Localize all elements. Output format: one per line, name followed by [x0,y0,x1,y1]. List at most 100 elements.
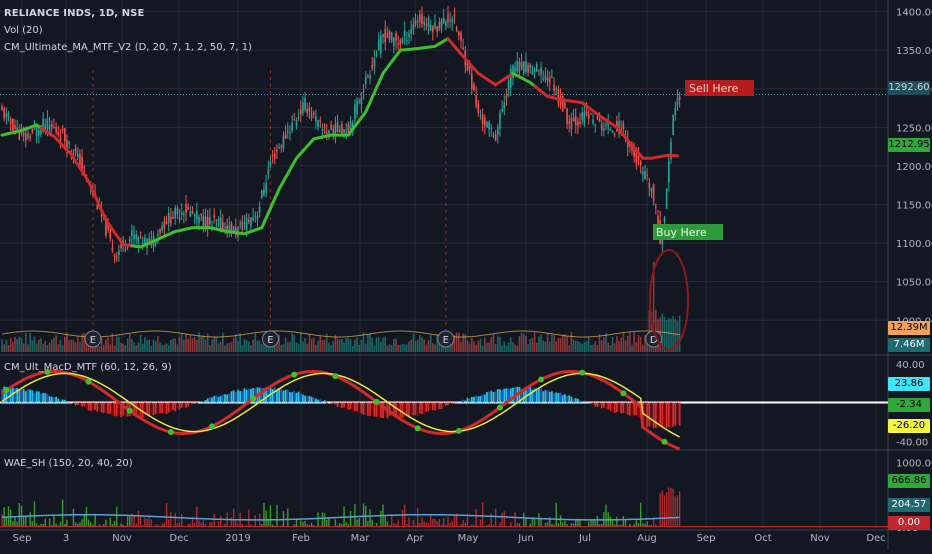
macd-histogram-bar [200,402,202,403]
volume-bar [434,345,436,352]
volume-bar [638,335,640,352]
wae-bar [146,519,147,527]
volume-bar [410,340,412,352]
wae-bar [616,517,617,527]
candle-body [547,78,549,81]
macd-histogram-bar [161,403,163,414]
volume-bar [384,336,386,352]
macd-histogram-bar [220,396,222,403]
volume-bar [293,335,295,352]
y-tick-label: 1100.00 [896,239,932,250]
wae-bar [670,488,671,527]
candle-body [378,39,380,49]
macd-histogram-bar [402,403,404,418]
candle-body [400,40,402,45]
candle-body [218,219,220,220]
wae-bar [86,507,87,527]
wae-bar [677,495,678,527]
candle-body [571,118,573,129]
wae-bar [144,517,145,527]
candle-body [402,38,404,42]
macd-histogram-bar [438,403,440,410]
volume-ma-tag: 7.46M [888,338,930,352]
volume-bar [378,337,380,352]
candle-body [118,251,120,255]
macd-histogram-bar [408,403,410,417]
macd-histogram-bar [27,389,29,402]
x-tick-label: Sep [697,533,716,544]
macd-histogram-bar [244,388,246,402]
macd-histogram-bar [352,403,354,412]
macd-histogram-bar [38,392,40,403]
volume-bar [599,334,601,352]
volume-bar [99,346,101,352]
candle-body [462,47,464,49]
volume-bar [354,340,356,352]
volume-bar [45,341,47,352]
macd-histogram-bar [449,403,451,405]
wae-bar [454,514,455,527]
macd-histogram-bar [577,399,579,403]
volume-bar [166,343,168,352]
macd-histogram-bar [573,399,575,403]
macd-histogram-bar [371,403,373,416]
wae-bar [514,512,515,527]
volume-bar [631,345,633,352]
volume-bar [315,345,317,352]
volume-bar [629,332,631,352]
candle-body [389,31,391,40]
candle-body [166,222,168,225]
macd-histogram-bar [155,403,157,414]
candle-body [653,184,655,201]
candle-body [454,14,456,16]
volume-bar [23,344,25,352]
macd-histogram-bar [181,403,183,408]
volume-bar [387,346,389,352]
wae-bar [664,495,665,527]
volume-bar [571,332,573,352]
candle-body [315,116,317,121]
volume-bar [449,346,451,352]
macd-histogram-bar [551,391,553,402]
macd-histogram-bar [103,403,105,414]
macd-histogram-bar [670,403,672,427]
x-tick-label: Sep [13,533,32,544]
candle-body [29,136,31,139]
macd-histogram-bar [592,403,594,406]
volume-bar [475,345,477,352]
volume-bar [62,345,64,352]
candle-body [25,134,27,141]
volume-bar [339,340,341,352]
candle-body [553,84,555,90]
volume-bar [397,345,399,352]
macd-histogram-bar [601,403,603,409]
macd-histogram-bar [605,403,607,410]
macd-histogram-bar [77,403,79,406]
macd-histogram-bar [469,399,471,403]
volume-bar [291,333,293,352]
wae-explosion-tag: 204.57 [888,498,930,512]
macd-cross-dot [86,379,92,385]
candle-body [417,21,419,22]
wae-bar [53,516,54,527]
macd-histogram-bar [666,403,668,428]
wae-bar [34,502,35,527]
candle-body [499,113,501,129]
candle-body [488,122,490,129]
candle-body [135,234,137,238]
wae-bar [133,517,134,527]
volume-bar [239,333,241,352]
candle-body [536,64,538,71]
volume-bar [285,338,287,352]
candle-body [413,25,415,30]
macd-histogram-bar [646,403,648,428]
volume-bar [129,334,131,352]
x-tick-label: Aug [637,533,657,544]
macd-histogram-bar [241,391,243,403]
volume-bar [300,333,302,352]
candle-body [250,218,252,227]
volume-bar [181,333,183,352]
macd-histogram-bar [501,390,503,403]
